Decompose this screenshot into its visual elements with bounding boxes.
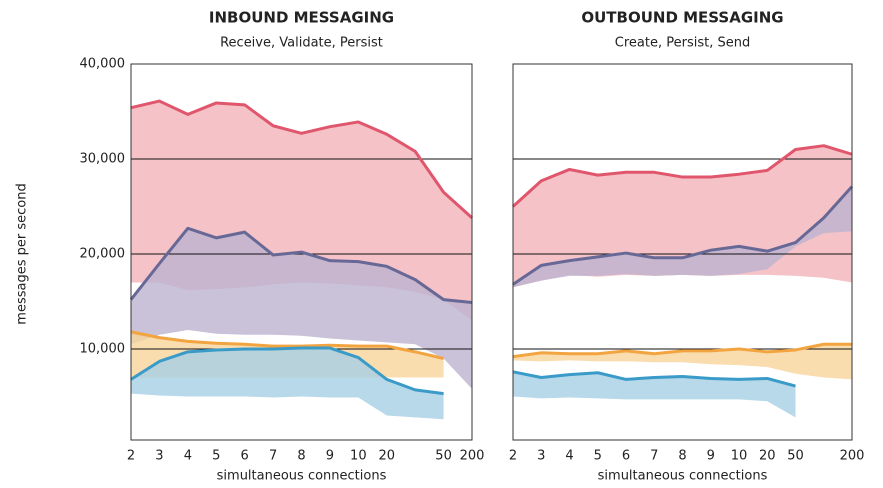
x-tick-label: 3 xyxy=(537,449,545,464)
x-tick-label: 50 xyxy=(435,449,452,464)
x-tick-label: 2 xyxy=(509,449,517,464)
x-tick-label: 50 xyxy=(787,449,804,464)
x-tick-label: 4 xyxy=(565,449,573,464)
x-tick-label: 9 xyxy=(326,449,334,464)
band xyxy=(513,371,796,418)
x-tick-label: 10 xyxy=(731,449,748,464)
y-tick-label: 40,000 xyxy=(80,57,126,72)
y-tick-label: 30,000 xyxy=(80,152,126,167)
chart-title: INBOUND MESSAGING xyxy=(209,9,394,27)
x-tick-label: 20 xyxy=(759,449,776,464)
x-tick-label: 5 xyxy=(594,449,602,464)
x-tick-label: 7 xyxy=(650,449,658,464)
x-tick-label: 200 xyxy=(840,449,865,464)
line xyxy=(512,370,796,388)
line xyxy=(129,226,473,304)
band xyxy=(131,228,472,389)
y-tick-label: 20,000 xyxy=(80,247,126,262)
x-tick-label: 7 xyxy=(269,449,277,464)
line xyxy=(130,346,444,396)
chart-subtitle: Create, Persist, Send xyxy=(615,36,750,51)
line xyxy=(512,342,852,359)
line xyxy=(130,99,474,220)
x-tick-label: 4 xyxy=(184,449,192,464)
plot-frame xyxy=(512,63,853,441)
y-tick-label: 10,000 xyxy=(80,342,126,357)
band xyxy=(131,348,444,420)
line xyxy=(512,185,854,286)
x-tick-label: 3 xyxy=(155,449,163,464)
x-tick-label: 9 xyxy=(707,449,715,464)
x-tick-label: 6 xyxy=(622,449,630,464)
plot-frame xyxy=(130,63,473,441)
x-tick-label: 2 xyxy=(127,449,135,464)
x-axis-label: simultaneous connections xyxy=(217,469,387,484)
x-tick-label: 8 xyxy=(297,449,305,464)
x-tick-label: 8 xyxy=(678,449,686,464)
x-tick-label: 6 xyxy=(241,449,249,464)
x-tick-label: 10 xyxy=(350,449,367,464)
x-tick-label: 5 xyxy=(212,449,220,464)
y-axis-label: messages per second xyxy=(15,183,30,324)
chart-subtitle: Receive, Validate, Persist xyxy=(220,36,383,51)
x-tick-label: 200 xyxy=(460,449,485,464)
band xyxy=(513,186,852,288)
line xyxy=(130,330,444,360)
x-tick-label: 20 xyxy=(378,449,395,464)
x-axis-label: simultaneous connections xyxy=(598,469,768,484)
line xyxy=(511,144,853,208)
chart-title: OUTBOUND MESSAGING xyxy=(581,9,783,27)
